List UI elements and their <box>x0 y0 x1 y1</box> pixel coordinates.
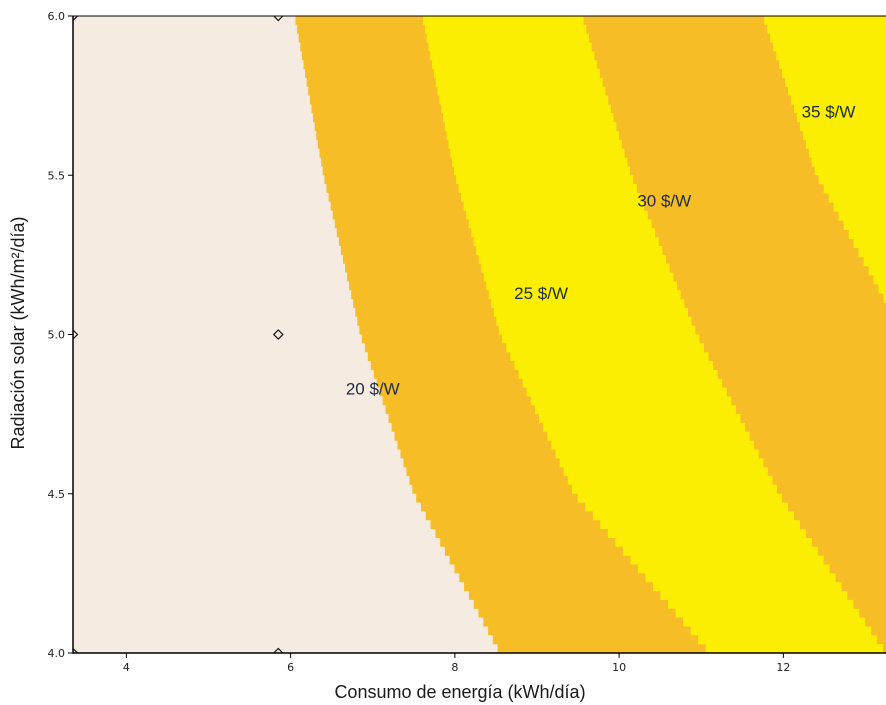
design-point-marker <box>272 329 284 340</box>
y-tick-label: 5.5 <box>48 169 66 182</box>
contour-label: 25 $/W <box>514 284 568 303</box>
design-point-marker <box>73 329 79 340</box>
y-tick-label: 6.0 <box>48 10 66 23</box>
design-point-marker <box>73 647 79 653</box>
contour-label: 30 $/W <box>637 192 691 211</box>
x-tick-label: 10 <box>612 661 626 674</box>
y-axis-title: Radiación solar (kWh/m²/día) <box>8 216 28 449</box>
design-point-marker <box>272 16 284 22</box>
band-30-35 <box>583 16 886 653</box>
design-points <box>73 16 284 653</box>
y-tick-label: 4.5 <box>48 488 66 501</box>
x-axis-title: Consumo de energía (kWh/día) <box>334 682 585 702</box>
x-axis-ticks: 4 6 8 10 12 <box>123 653 790 674</box>
y-tick-label: 5.0 <box>48 329 66 342</box>
design-point-marker <box>272 647 284 653</box>
x-tick-label: 4 <box>123 661 130 674</box>
y-axis-ticks: 4.0 4.5 5.0 5.5 6.0 <box>48 10 73 660</box>
contour-labels: 20 $/W 25 $/W 30 $/W 35 $/W <box>346 103 856 399</box>
contour-label: 35 $/W <box>802 103 856 122</box>
x-tick-label: 6 <box>287 661 294 674</box>
band-above-35 <box>764 16 886 303</box>
contour-label: 20 $/W <box>346 380 400 399</box>
x-tick-label: 12 <box>776 661 790 674</box>
x-tick-label: 8 <box>451 661 458 674</box>
contour-bands <box>73 16 886 653</box>
y-tick-label: 4.0 <box>48 647 66 660</box>
